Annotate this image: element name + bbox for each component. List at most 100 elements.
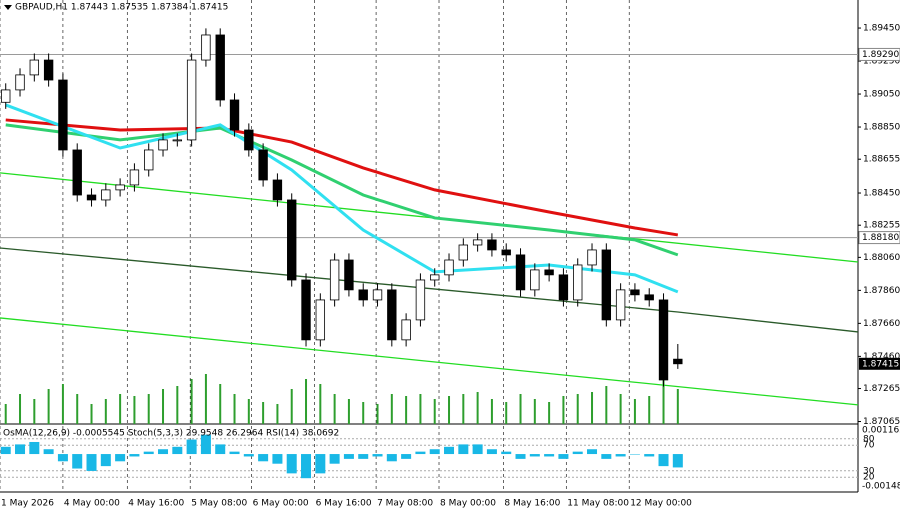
osma-bar	[601, 454, 612, 459]
osma-bar	[158, 449, 169, 455]
osma-bar	[444, 446, 455, 455]
candle-body	[415, 279, 426, 321]
candle-body	[344, 259, 354, 291]
candle-body	[530, 269, 540, 291]
osma-bar	[429, 449, 440, 455]
osma-bar	[644, 454, 655, 457]
osma-bar	[544, 454, 555, 457]
candle-body	[458, 244, 469, 261]
candle-body	[430, 274, 440, 281]
candle-body	[315, 299, 326, 341]
candle-body	[72, 149, 82, 196]
indicator-tick-label: 0.001162	[862, 426, 900, 436]
moving-average	[5, 123, 679, 257]
x-tick-label: 4 May 16:00	[128, 499, 184, 509]
osma-bar	[572, 451, 583, 455]
osma-bar	[129, 454, 140, 457]
y-tick-label: 1.87265	[863, 384, 900, 394]
y-tick-label: 1.88850	[863, 123, 900, 133]
candle-body	[558, 274, 569, 301]
osma-bar	[415, 451, 426, 455]
price-label: 1.89290	[862, 50, 899, 60]
osma-bar	[343, 454, 354, 459]
osma-bar	[229, 451, 240, 455]
candle-body	[244, 129, 254, 151]
osma-bar	[243, 454, 254, 457]
x-tick-label: 1 May 2026	[1, 499, 54, 509]
osma-bar	[200, 434, 211, 455]
candle-body	[229, 99, 240, 131]
osma-bar	[386, 454, 397, 462]
candle-body	[129, 169, 140, 186]
candle-body	[372, 289, 383, 301]
osma-bar	[615, 454, 626, 457]
candle-body	[444, 259, 454, 276]
osma-bar	[29, 441, 40, 455]
y-tick-label: 1.88655	[863, 155, 900, 165]
y-tick-label: 1.89050	[863, 90, 900, 100]
candle-body	[630, 289, 640, 296]
level-label: 20	[863, 473, 875, 483]
x-tick-label: 6 May 16:00	[316, 499, 372, 509]
chart-title: GBPAUD,H1 1.87443 1.87535 1.87384 1.8741…	[15, 3, 228, 13]
y-tick-label: 1.87860	[863, 286, 900, 296]
osma-bar	[358, 454, 369, 459]
candle-body	[673, 358, 683, 365]
osma-bar	[587, 449, 598, 455]
candle-body	[658, 299, 669, 381]
candle-body	[358, 289, 368, 301]
osma-bar	[0, 446, 11, 455]
candle-body	[201, 34, 211, 61]
candle-body	[472, 239, 483, 246]
osma-bar	[172, 446, 183, 455]
price-label: 1.88180	[862, 233, 899, 243]
candle-body	[301, 279, 311, 341]
candle-body	[158, 139, 168, 151]
trendline	[0, 317, 859, 406]
candle-body	[172, 139, 183, 142]
y-tick-label: 1.89450	[863, 24, 900, 34]
candle-body	[329, 259, 340, 301]
osma-bar	[301, 454, 312, 479]
candle-body	[215, 34, 225, 101]
osma-bar	[501, 451, 512, 455]
candle-body	[544, 269, 554, 276]
trendline	[0, 247, 859, 333]
candle-body	[86, 194, 97, 201]
osma-bar	[72, 454, 83, 469]
osma-bar	[401, 454, 412, 459]
x-tick-label: 8 May 00:00	[440, 499, 496, 509]
current-price-box	[859, 357, 900, 370]
y-tick-label: 1.87660	[863, 319, 900, 329]
osma-bar	[486, 449, 497, 455]
price-label-box	[858, 231, 900, 245]
osma-bar	[286, 454, 297, 474]
osma-bar	[115, 454, 126, 462]
x-tick-label: 11 May 08:00	[567, 499, 629, 509]
candle-body	[115, 184, 125, 191]
candle-body	[615, 289, 626, 321]
osma-bar	[57, 454, 68, 462]
osma-bar	[329, 454, 340, 464]
candle-body	[644, 294, 654, 301]
moving-average	[5, 118, 679, 237]
y-tick-label: 1.88450	[863, 189, 900, 199]
candle-body	[487, 239, 497, 251]
indicator-tick-label: -0.001489	[862, 482, 900, 492]
menu-arrow[interactable]	[4, 5, 12, 10]
osma-bar	[672, 454, 683, 468]
osma-bar	[86, 454, 97, 471]
candle-body	[587, 249, 597, 266]
x-tick-label: 5 May 08:00	[191, 499, 247, 509]
x-tick-label: 4 May 00:00	[64, 499, 120, 509]
candle-body	[144, 149, 154, 171]
indicator-title: OsMA(12,26,9) -0.0005545 Stoch(5,3,3) 29…	[3, 429, 339, 439]
y-tick-label: 1.88255	[863, 221, 900, 231]
candle-body	[287, 199, 297, 281]
osma-bar	[315, 454, 326, 474]
candle-body	[573, 264, 583, 301]
osma-bar	[272, 454, 283, 464]
